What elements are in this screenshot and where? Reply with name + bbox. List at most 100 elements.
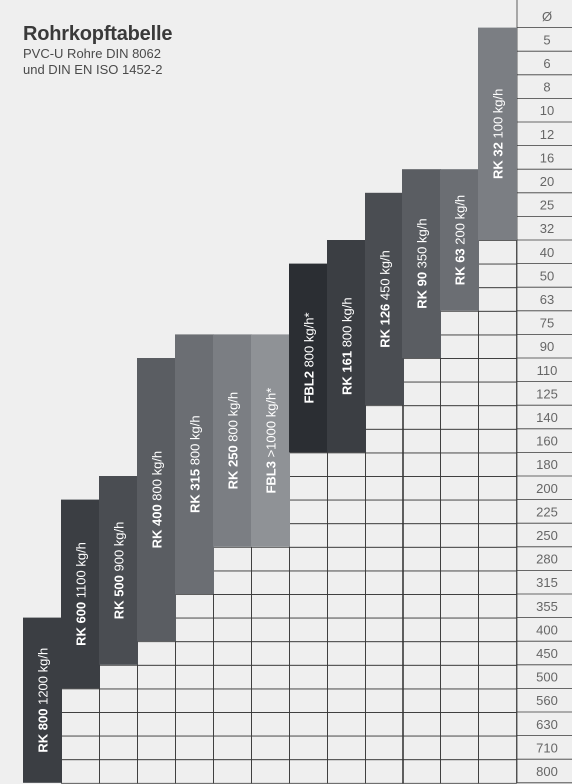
grid-cell xyxy=(478,405,517,430)
grid-cell xyxy=(440,759,479,784)
subtitle-line-2: und DIN EN ISO 1452-2 xyxy=(23,62,163,77)
grid-cell xyxy=(478,499,517,525)
grid-cell xyxy=(365,594,404,619)
grid-cell xyxy=(175,664,214,690)
pipe-head-bar xyxy=(289,263,328,453)
grid-cell xyxy=(289,594,328,619)
pipe-head-bar xyxy=(251,334,290,547)
pipe-head-bar xyxy=(175,334,214,594)
grid-cell xyxy=(175,688,214,713)
pipe-head-label: RK 800 1200 kg/h xyxy=(36,648,51,753)
diameter-label: 800 xyxy=(536,764,558,779)
grid-cell xyxy=(478,381,517,407)
pipe-head-bar xyxy=(440,169,479,311)
grid-cell xyxy=(478,287,517,312)
pipe-head-label: RK 500 900 kg/h xyxy=(112,522,127,620)
grid-cell xyxy=(402,381,441,407)
grid-cell xyxy=(402,428,441,454)
grid-cell xyxy=(402,523,441,548)
grid-cell xyxy=(327,594,366,619)
grid-cell xyxy=(137,735,176,761)
grid-cell xyxy=(478,570,517,595)
grid-cell xyxy=(137,759,176,784)
grid-cell xyxy=(251,664,290,690)
grid-cell xyxy=(289,712,328,737)
diameter-label: 200 xyxy=(536,481,558,496)
grid-cell xyxy=(61,712,100,737)
grid-cell xyxy=(289,759,328,784)
grid-cell xyxy=(213,617,252,643)
grid-cell xyxy=(213,735,252,761)
grid-cell xyxy=(478,641,517,666)
grid-cell xyxy=(402,617,441,643)
grid-cell xyxy=(365,476,404,501)
grid-cell xyxy=(365,712,404,737)
grid-cell xyxy=(99,735,138,761)
grid-cell xyxy=(213,688,252,713)
grid-cell xyxy=(440,452,479,477)
grid-cell xyxy=(478,594,517,619)
grid-cell xyxy=(478,240,517,265)
subtitle-line-1: PVC-U Rohre DIN 8062 xyxy=(23,46,161,61)
pipe-head-label: RK 400 800 kg/h xyxy=(150,451,165,549)
grid-cell xyxy=(402,735,441,761)
pipe-head-bar xyxy=(137,358,176,642)
grid-cell xyxy=(440,523,479,548)
diameter-label: 90 xyxy=(540,339,554,354)
grid-cell xyxy=(99,759,138,784)
grid-cell xyxy=(478,546,517,572)
grid-cell xyxy=(440,428,479,454)
grid-cell xyxy=(365,570,404,595)
diameter-label: 20 xyxy=(540,174,554,189)
grid-cell xyxy=(440,712,479,737)
pipe-head-label: RK 126 450 kg/h xyxy=(378,250,393,348)
grid-cell xyxy=(402,546,441,572)
grid-cell xyxy=(213,664,252,690)
pipe-head-label: RK 90 350 kg/h xyxy=(415,218,430,308)
grid-cell xyxy=(365,428,404,454)
grid-cell xyxy=(440,735,479,761)
grid-cell xyxy=(327,617,366,643)
grid-cell xyxy=(402,405,441,430)
grid-cell xyxy=(402,688,441,713)
diameter-label: 110 xyxy=(537,363,558,378)
grid-cell xyxy=(402,476,441,501)
diameter-label: 12 xyxy=(540,127,554,142)
grid-cell xyxy=(440,334,479,359)
grid-cell xyxy=(365,546,404,572)
grid-cell xyxy=(440,405,479,430)
pipe-head-label: FBL2 800 kg/h* xyxy=(302,312,317,403)
grid-cell xyxy=(440,358,479,383)
grid-cell xyxy=(61,759,100,784)
pipe-head-label: RK 600 1100 kg/h xyxy=(74,542,89,646)
grid-cell xyxy=(440,476,479,501)
diameter-label: 315 xyxy=(536,575,558,590)
grid-cell xyxy=(440,310,479,336)
grid-cell xyxy=(175,594,214,619)
grid-cell xyxy=(402,759,441,784)
grid-cell xyxy=(289,570,328,595)
diameter-label: 63 xyxy=(540,292,554,307)
grid-cell xyxy=(213,594,252,619)
grid-cell xyxy=(213,570,252,595)
grid-cell xyxy=(478,523,517,548)
grid-cell xyxy=(289,735,328,761)
grid-cell xyxy=(327,664,366,690)
grid-cell xyxy=(365,452,404,477)
diameter-label: 125 xyxy=(536,386,558,401)
pipe-head-label: RK 161 800 kg/h xyxy=(340,297,355,395)
grid-cell xyxy=(289,523,328,548)
diameter-label: 140 xyxy=(536,410,558,425)
diameter-label: 560 xyxy=(536,693,558,708)
diameter-label: 10 xyxy=(540,103,554,118)
pipe-head-label: RK 32 100 kg/h xyxy=(491,89,506,179)
grid-cell xyxy=(365,617,404,643)
pipe-head-label: RK 250 800 kg/h xyxy=(226,392,241,490)
grid-cell xyxy=(365,499,404,525)
grid-cell xyxy=(251,641,290,666)
pipe-head-bar xyxy=(23,617,62,783)
grid-cell xyxy=(478,452,517,477)
diameter-label: 75 xyxy=(540,316,554,331)
pipe-head-label: RK 315 800 kg/h xyxy=(188,415,203,513)
grid-cell xyxy=(478,712,517,737)
